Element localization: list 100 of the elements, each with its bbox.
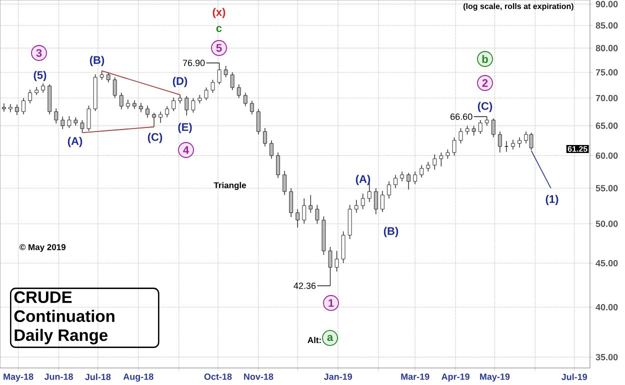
y-tick-label: 50.00 [596, 220, 618, 227]
annotation: (5) [34, 70, 46, 82]
candlestick [34, 86, 38, 96]
x-tick-label: May-19 [480, 373, 510, 382]
candlestick [420, 164, 424, 178]
y-tick-label: 70.00 [596, 94, 618, 102]
candlestick [191, 98, 196, 114]
annotation: (E) [178, 122, 192, 134]
x-tick-label: Jan-19 [324, 373, 352, 380]
annotation: (B) [90, 56, 104, 66]
candlestick [400, 171, 404, 182]
candlestick [8, 104, 12, 113]
candlestick [224, 66, 228, 78]
candlestick [446, 149, 450, 160]
annotation: (1) [546, 194, 558, 206]
x-tick-label: Nov-18 [244, 373, 274, 380]
candlestick [452, 137, 456, 156]
candlestick [282, 170, 287, 196]
candlestick [126, 99, 130, 110]
x-tick-label: Aug-18 [123, 373, 154, 382]
candlestick [518, 137, 522, 148]
y-tick-label: 85.00 [596, 22, 618, 29]
candlestick [165, 106, 170, 118]
annotation: (A) [356, 174, 370, 186]
candlestick [472, 125, 476, 136]
candlestick [484, 116, 489, 126]
y-tick-label: 35.00 [596, 354, 618, 360]
candlestick [152, 112, 156, 128]
annotation: 76.90 [182, 60, 205, 66]
candlestick [439, 152, 444, 167]
candlestick [374, 188, 378, 215]
candlestick [406, 172, 411, 190]
annotation: Alt: [308, 336, 321, 344]
x-tick-label: Oct-18 [204, 373, 232, 380]
candlestick [106, 72, 110, 83]
candlestick [210, 79, 215, 94]
candlestick [41, 83, 46, 94]
candlestick [86, 105, 91, 132]
candlestick [230, 72, 234, 90]
candlestick [217, 62, 222, 85]
candlestick [250, 100, 254, 115]
chart-subtitle: (log scale, rolls at expiration) [463, 3, 574, 11]
candlestick [334, 250, 339, 272]
annotation: (C) [148, 132, 162, 144]
y-tick-label: 80.00 [596, 44, 618, 52]
x-tick-label: Jul-19 [561, 373, 588, 380]
candlestick [184, 96, 189, 116]
annotation: 4 [183, 146, 189, 154]
candlestick [302, 198, 306, 224]
candlestick [54, 108, 58, 124]
y-tick-label: 90.00 [596, 0, 618, 8]
candlestick [243, 92, 248, 107]
candlestick [426, 162, 430, 172]
y-tick-label: 60.00 [596, 152, 618, 159]
annotation: c [216, 26, 222, 32]
annotation: (x) [212, 8, 226, 18]
candlestick [146, 105, 150, 118]
annotation: b [482, 54, 488, 64]
candlestick [380, 190, 384, 212]
candlestick [289, 188, 294, 218]
y-tick-label: 40.00 [596, 304, 618, 310]
candlestick [256, 108, 260, 135]
candlestick [308, 194, 313, 214]
candlestick [158, 111, 163, 124]
annotation: (A) [68, 136, 82, 148]
x-tick-label: May-18 [4, 373, 34, 382]
y-tick-label: 65.00 [596, 122, 618, 129]
annotation: Triangle [214, 182, 246, 190]
candlestick [341, 230, 346, 264]
candlestick [511, 139, 515, 150]
candlestick [315, 204, 320, 224]
candlestick [172, 97, 176, 112]
candlestick [413, 171, 418, 184]
annotation: 1 [328, 299, 334, 307]
candlestick [28, 89, 32, 104]
y-tick-label: 55.00 [596, 184, 618, 192]
candlestick [354, 200, 358, 214]
candlestick [478, 120, 482, 134]
annotation: 61.25 [568, 146, 588, 152]
annotation: 5 [216, 44, 222, 52]
candlestick [328, 246, 332, 286]
candlestick [263, 128, 267, 147]
candlestick [60, 116, 65, 130]
annotation: 2 [482, 79, 488, 87]
candlestick [119, 92, 124, 110]
annotation: (C) [478, 102, 492, 112]
candlestick [67, 116, 72, 128]
candlestick [296, 208, 300, 228]
candlestick [394, 174, 398, 189]
candlestick [80, 120, 84, 134]
candlestick [204, 87, 208, 101]
candlestick [236, 84, 241, 98]
candlestick [100, 70, 104, 80]
annotation: 42.36 [294, 282, 316, 289]
x-tick-label: Jul-18 [85, 373, 111, 380]
candlestick [22, 98, 26, 115]
annotation: 3 [36, 49, 42, 57]
candlestick [432, 154, 437, 170]
candlestick [498, 131, 502, 153]
annotation: (D) [172, 76, 188, 88]
